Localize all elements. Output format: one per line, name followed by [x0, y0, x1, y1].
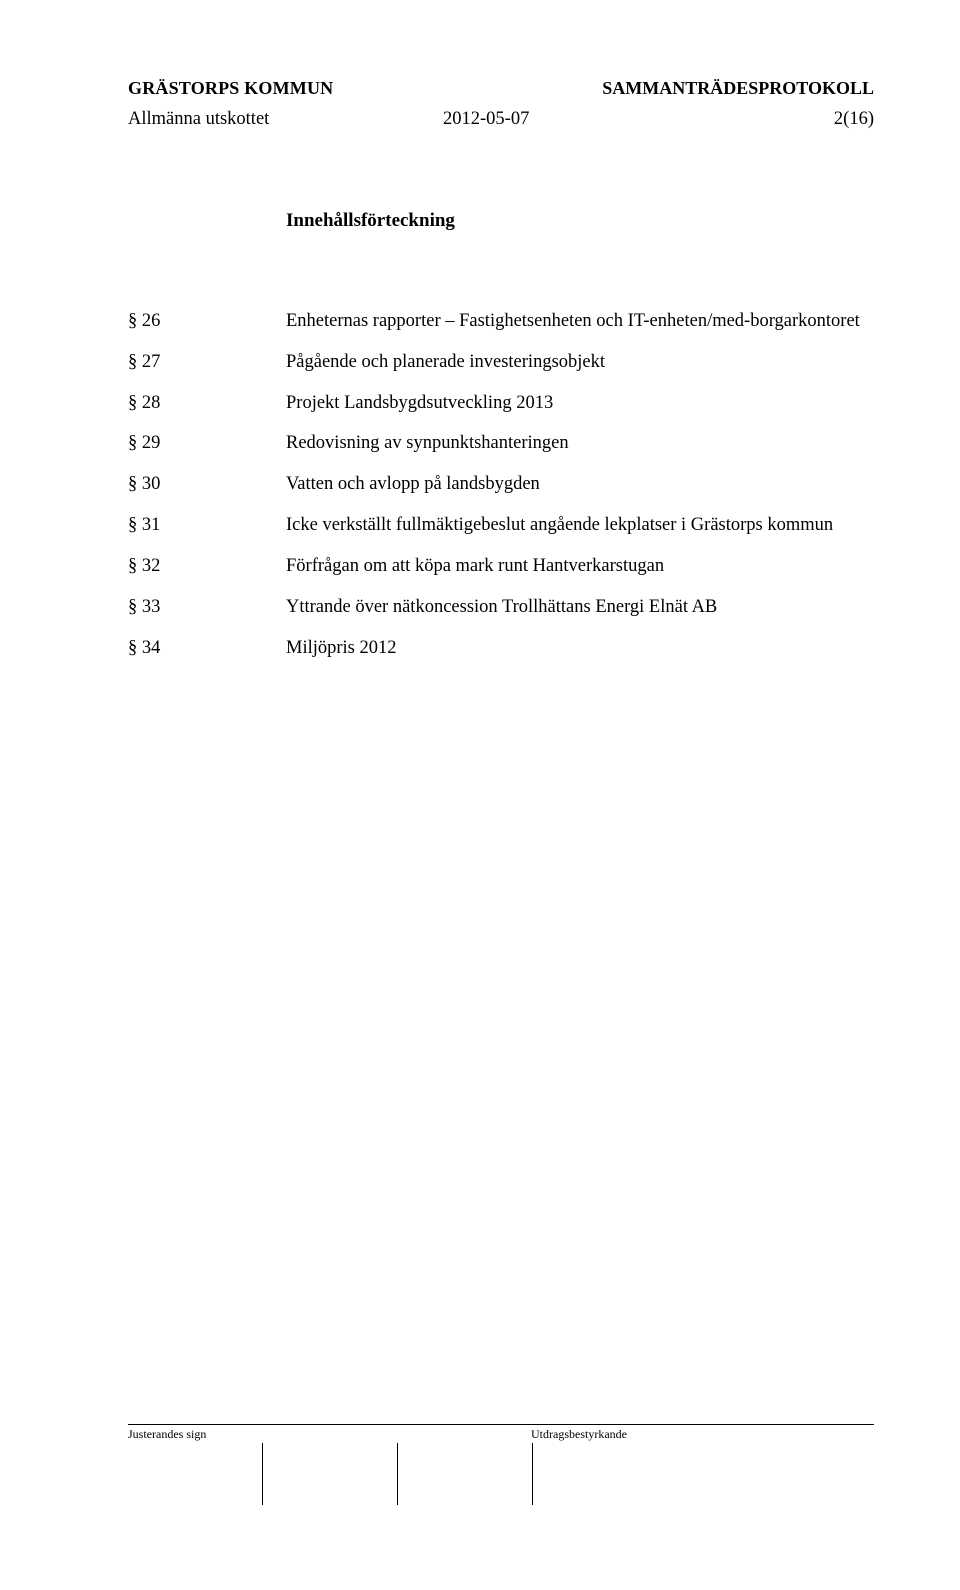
footer-labels: Justerandes sign Utdragsbestyrkande [128, 1425, 874, 1443]
footer-cells [128, 1443, 874, 1505]
footer: Justerandes sign Utdragsbestyrkande [128, 1424, 874, 1505]
attest-cell [533, 1443, 874, 1505]
toc-entry-text: Miljöpris 2012 [286, 635, 874, 662]
org-name: GRÄSTORPS KOMMUN [128, 78, 333, 99]
footer-attest-label: Utdragsbestyrkande [531, 1427, 627, 1442]
committee-name: Allmänna utskottet [128, 109, 443, 130]
signature-cell [398, 1443, 533, 1505]
header-row: GRÄSTORPS KOMMUN SAMMANTRÄDESPROTOKOLL [128, 78, 874, 99]
page-number: 2(16) [753, 109, 874, 130]
title-wrap: Innehållsförteckning [286, 210, 874, 232]
page: GRÄSTORPS KOMMUN SAMMANTRÄDESPROTOKOLL A… [0, 0, 960, 1590]
toc-row: § 29 Redovisning av synpunktshanteringen [128, 430, 874, 457]
toc-entry-text: Redovisning av synpunktshanteringen [286, 430, 874, 457]
toc-row: § 32 Förfrågan om att köpa mark runt Han… [128, 553, 874, 580]
toc-entry-text: Projekt Landsbygdsutveckling 2013 [286, 390, 874, 417]
toc-row: § 34 Miljöpris 2012 [128, 635, 874, 662]
toc-row: § 27 Pågående och planerade investerings… [128, 349, 874, 376]
toc-entry-text: Pågående och planerade investeringsobjek… [286, 349, 874, 376]
toc-row: § 33 Yttrande över nätkoncession Trollhä… [128, 594, 874, 621]
toc-entry-text: Yttrande över nätkoncession Trollhättans… [286, 594, 874, 621]
toc-entry-text: Vatten och avlopp på landsbygden [286, 471, 874, 498]
toc-entry-text: Enheternas rapporter – Fastighetsenheten… [286, 308, 874, 335]
toc-section-ref: § 32 [128, 553, 286, 580]
toc-section-ref: § 33 [128, 594, 286, 621]
toc-entry-text: Icke verkställt fullmäktigebeslut angåen… [286, 512, 874, 539]
toc-section-ref: § 31 [128, 512, 286, 539]
signature-cell [128, 1443, 263, 1505]
toc-row: § 31 Icke verkställt fullmäktigebeslut a… [128, 512, 874, 539]
meeting-date: 2012-05-07 [443, 109, 753, 130]
doc-type: SAMMANTRÄDESPROTOKOLL [602, 78, 874, 99]
subheader-row: Allmänna utskottet 2012-05-07 2(16) [128, 109, 874, 130]
toc-section-ref: § 27 [128, 349, 286, 376]
toc-row: § 26 Enheternas rapporter – Fastighetsen… [128, 308, 874, 335]
toc-section-ref: § 26 [128, 308, 286, 335]
toc-section-ref: § 30 [128, 471, 286, 498]
toc-section-ref: § 34 [128, 635, 286, 662]
table-of-contents: § 26 Enheternas rapporter – Fastighetsen… [128, 308, 874, 661]
page-title: Innehållsförteckning [286, 210, 874, 232]
toc-row: § 30 Vatten och avlopp på landsbygden [128, 471, 874, 498]
toc-entry-text: Förfrågan om att köpa mark runt Hantverk… [286, 553, 874, 580]
toc-section-ref: § 28 [128, 390, 286, 417]
toc-row: § 28 Projekt Landsbygdsutveckling 2013 [128, 390, 874, 417]
footer-sign-label: Justerandes sign [128, 1427, 206, 1442]
toc-section-ref: § 29 [128, 430, 286, 457]
signature-cell [263, 1443, 398, 1505]
